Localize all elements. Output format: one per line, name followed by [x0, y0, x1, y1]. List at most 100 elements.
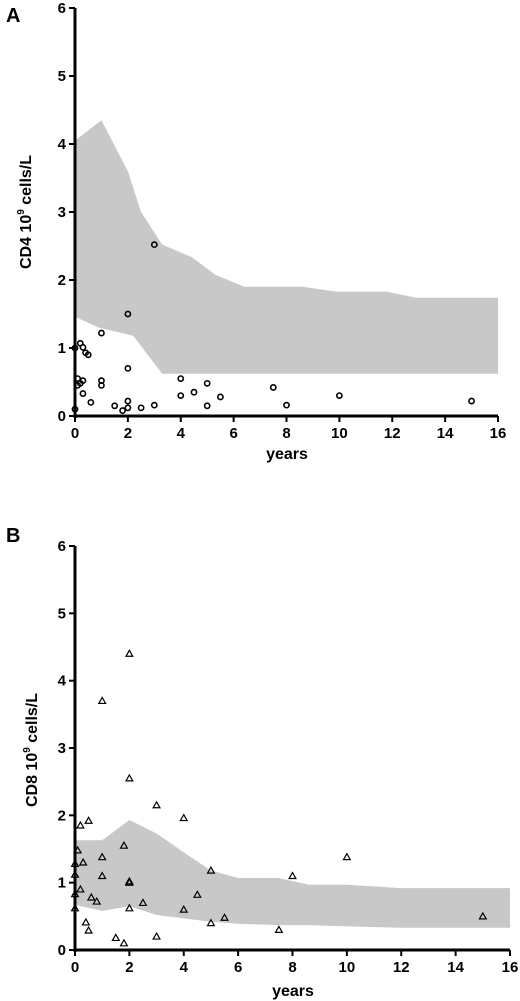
panel-a-x-tick-label: 0	[71, 425, 79, 442]
panel-b-data-point	[192, 890, 202, 898]
panel-a-data-point	[177, 375, 185, 382]
panel-a-data-point	[84, 351, 92, 359]
panel-b-letter: B	[6, 525, 20, 547]
panel-a-data-point	[79, 343, 87, 351]
panel-b-data-point	[81, 917, 91, 926]
panel-a-data-point	[87, 398, 95, 406]
panel-a-x-tick-label: 4	[177, 425, 186, 442]
panel-b-data-point	[478, 911, 488, 920]
panel-a-x-tick-label: 10	[331, 425, 348, 442]
panel-b-x-tick-label: 2	[125, 959, 133, 976]
panel-b-reference-band	[75, 820, 510, 928]
panel-a-y-tick-label: 0	[58, 408, 66, 425]
panel-b-data-point	[138, 898, 148, 907]
panel-b-x-tick-label: 14	[447, 959, 464, 976]
panel-b-data-point	[119, 841, 129, 849]
panel-b-data-point	[76, 820, 85, 829]
panel-a-y-title: CD4 109 cells/L	[16, 155, 35, 269]
panel-a-data-point	[98, 329, 105, 337]
panel-a-data-point	[203, 402, 211, 410]
panel-b-data-point	[179, 904, 189, 913]
panel-b-y-title-main: CD8 10	[24, 753, 41, 807]
panel-b-data-point	[124, 878, 134, 886]
panel-b-data-point	[111, 933, 121, 942]
panel-a-y-title-rest: cells/L	[18, 155, 35, 209]
panel-a-y-tick-label: 2	[58, 272, 66, 289]
panel-a-data-point	[150, 401, 158, 409]
panel-b-data-point	[119, 938, 129, 947]
panel-b-points	[70, 649, 488, 947]
panel-b-data-point	[179, 813, 189, 822]
panel-b-data-point	[206, 865, 216, 874]
panel-b-y-tick-label: 6	[58, 538, 66, 555]
panel-a-data-point	[468, 397, 475, 405]
panel-b-x-tick-label: 8	[288, 959, 296, 976]
panel-a-y-title-main: CD4 10	[18, 215, 35, 269]
panel-a-y-tick-label: 6	[58, 0, 66, 17]
panel-b-data-point	[124, 773, 134, 782]
panel-b-x-tick-label: 4	[180, 959, 189, 976]
panel-a-data-point	[217, 393, 224, 401]
panel-b-data-point	[78, 857, 88, 866]
panel-b-y-title-rest: cells/L	[24, 693, 41, 747]
panel-a-x-tick-label: 16	[490, 425, 507, 442]
panel-b-y-tick-label: 4	[58, 673, 67, 690]
panel-b-data-point	[124, 876, 134, 885]
panel-b-data-point	[76, 884, 85, 893]
panel-b-x-tick-label: 0	[71, 959, 79, 976]
panel-b-data-point	[84, 925, 94, 934]
panel-b-x-tick-label: 16	[502, 959, 519, 976]
panel-b-data-point	[97, 871, 107, 880]
panel-b-x-tick-label: 6	[234, 959, 242, 976]
panel-b-data-point	[288, 871, 297, 880]
panel-a-y-tick-label: 3	[58, 204, 66, 221]
panel-a-data-point	[79, 390, 87, 397]
panel-a-x-tick-label: 8	[282, 425, 290, 442]
panel-a-x-tick-label: 12	[384, 425, 401, 442]
panel-b-x-title: years	[272, 983, 314, 1000]
panel-a-data-point	[190, 388, 198, 396]
panel-b-data-point	[274, 925, 284, 933]
panel-b-y-tick-label: 3	[58, 740, 66, 757]
panel-a-data-point	[150, 241, 158, 249]
panel-b-data-point	[124, 649, 134, 657]
panel-a-x-tick-label: 14	[437, 425, 454, 442]
panel-a-data-point	[111, 402, 119, 410]
panel-b-data-point	[97, 852, 107, 861]
panel-a-x-tick-label: 2	[124, 425, 132, 442]
panel-b-y-tick-label: 1	[58, 875, 66, 892]
panel-a-reference-band	[75, 120, 498, 374]
panel-b-data-point	[86, 892, 96, 901]
panel-b-y-title-sup: 9	[22, 747, 33, 753]
panel-b-y-tick-label: 2	[58, 807, 66, 824]
panel-b-x-tick-label: 12	[393, 959, 410, 976]
panel-a-y-tick-label: 5	[58, 68, 66, 85]
panel-a-data-point	[203, 379, 211, 387]
panel-a-data-point	[124, 310, 132, 318]
panel-a-data-point	[177, 392, 185, 399]
panel-a-y-title-sup: 9	[16, 209, 27, 215]
panel-b-data-point	[206, 918, 216, 927]
panel-b-data-point	[220, 913, 229, 921]
panel-a-data-point	[335, 392, 343, 399]
panel-a-x-tick-label: 6	[229, 425, 237, 442]
panel-a-letter: A	[6, 5, 20, 27]
panel-b-data-point	[84, 816, 94, 824]
panel-b-data-point	[124, 903, 134, 912]
panel-a-points	[71, 241, 475, 414]
panel-a-data-point	[98, 381, 105, 389]
panel-a-data-point	[79, 377, 87, 385]
panel-a-data-point	[119, 407, 126, 414]
panel-b-data-point	[342, 852, 352, 861]
panel-a-x-title: years	[266, 446, 308, 463]
panel-b-data-point	[97, 696, 107, 705]
panel-b-x-tick-label: 10	[339, 959, 356, 976]
panel-b-data-point	[152, 931, 161, 940]
panel-a-data-point	[124, 364, 132, 372]
panel-b-y-title: CD8 109 cells/L	[22, 693, 41, 807]
panel-a-data-point	[124, 404, 132, 412]
